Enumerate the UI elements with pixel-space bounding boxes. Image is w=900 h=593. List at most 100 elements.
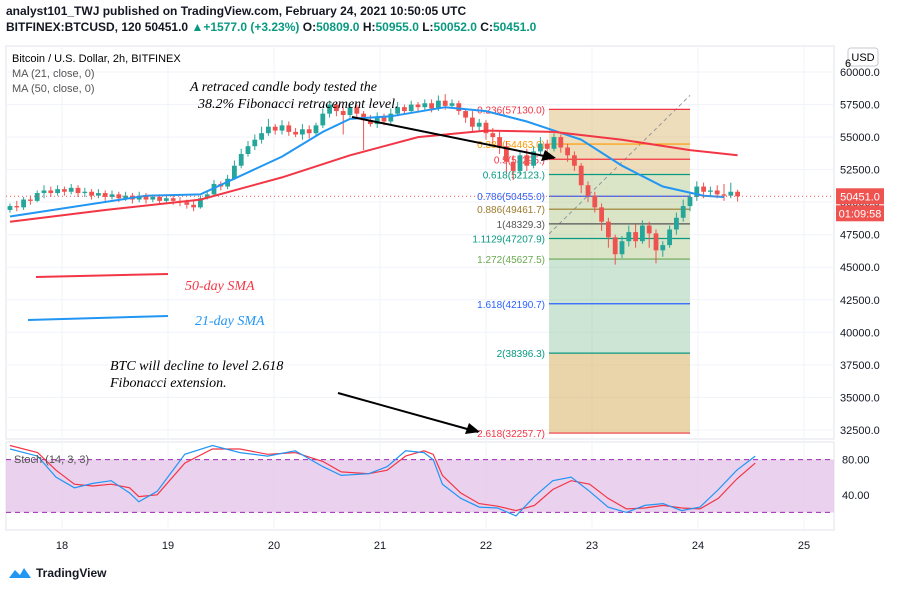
candle-body [334, 104, 339, 112]
candle-body [21, 199, 26, 208]
arrow-top [351, 116, 555, 159]
x-tick-label: 25 [798, 540, 810, 552]
candle-body [245, 146, 251, 155]
candle-body [374, 116, 380, 125]
candle-body [347, 107, 353, 115]
fib-level-label: 1(48329.3) [497, 220, 545, 231]
fib-level-label: 0.382(54463.0) [477, 140, 545, 151]
candle-body [191, 204, 196, 208]
candle-body [422, 103, 428, 108]
candle-body [456, 103, 462, 112]
annotation-bottom-line2: Fibonacci extension. [109, 376, 227, 391]
candle-body [578, 165, 584, 186]
y-tick-label: 40000.0 [840, 327, 880, 339]
candle-body [483, 122, 489, 134]
stoch-k-line [9, 444, 756, 517]
candle-body [157, 196, 162, 201]
x-tick-label: 20 [268, 540, 280, 552]
candle-body [531, 151, 536, 166]
fib-level-label: 0.236(57130.0) [477, 105, 545, 116]
candle-body [646, 225, 652, 234]
candle-body [82, 191, 88, 194]
last-price-value: 50451.0 [144, 20, 189, 34]
candle-body [633, 232, 638, 242]
candle-body [286, 125, 292, 132]
sma50-sample-line [35, 273, 169, 278]
currency-button[interactable] [847, 47, 879, 67]
candle-body [735, 191, 740, 197]
candle-body [701, 186, 706, 192]
y-tick-label: 32500.0 [840, 425, 880, 437]
candle-body [504, 146, 509, 162]
candle-body [300, 129, 305, 135]
stoch-tick-label: 80.00 [842, 455, 870, 467]
candle-body [497, 137, 502, 147]
candle-body [7, 206, 13, 210]
candle-body [694, 186, 700, 197]
currency-label: USD [851, 52, 874, 64]
candle-body [34, 193, 40, 201]
low-value: 50052.0 [433, 20, 477, 34]
fib-level-label: 0.786(50455.0) [477, 192, 545, 203]
x-tick-label: 19 [162, 540, 174, 552]
high-label: H: [362, 20, 376, 34]
candle-body [599, 207, 604, 222]
candle-body [585, 185, 591, 196]
open-label: O: [302, 20, 317, 34]
candle-body [660, 245, 666, 251]
countdown-tag [836, 205, 884, 222]
fib-level-label: 2.618(32257.7) [477, 429, 545, 440]
candle-body [272, 126, 278, 131]
candle-body [306, 129, 312, 134]
candle-body [714, 190, 720, 195]
ma50-line [9, 129, 738, 223]
candle-body [687, 196, 693, 207]
arrow-bottom [337, 392, 479, 433]
annotation-bottom-line1: BTC will decline to level 2.618 [110, 359, 283, 374]
candle-body [143, 195, 149, 200]
candle-body [55, 189, 60, 194]
candle-body [449, 103, 455, 106]
candle-body [327, 104, 332, 114]
candle-body [463, 111, 468, 118]
candle-body [626, 232, 632, 242]
change-value: ▲+1577.0 (+3.23%) [191, 20, 300, 34]
annotation-top-line2: 38.2% Fibonacci retracement level. [197, 97, 398, 112]
candle-body [551, 137, 557, 149]
candle-body [62, 189, 67, 192]
symbol-label: BITFINEX:BTCUSD, 120 [6, 20, 142, 34]
candle-body [442, 100, 448, 106]
candle-body [606, 221, 611, 238]
fib-zone-bottom [549, 353, 690, 434]
y-tick-label: 52500.0 [840, 165, 880, 177]
candle-body [436, 100, 441, 109]
candles [7, 94, 740, 265]
arrow-top-head [541, 150, 556, 161]
candle-body [252, 139, 258, 147]
candle-body [667, 229, 672, 246]
candle-body [96, 193, 101, 196]
tradingview-logo-icon [9, 568, 31, 578]
candle-body [721, 194, 727, 196]
sma50-label: 50-day SMA [185, 279, 255, 294]
y-tick-label: 60000.0 [840, 67, 880, 79]
moving-averages [6, 106, 834, 223]
symbol-ohlc-bar: BITFINEX:BTCUSD, 120 50451.0 ▲+1577.0 (+… [6, 20, 536, 34]
x-tick-label: 21 [374, 540, 386, 552]
candle-body [313, 125, 319, 134]
low-label: L: [422, 20, 434, 34]
fib-zone-lower [549, 259, 690, 354]
footer-brand[interactable]: TradingView [8, 566, 106, 580]
y-tick-label: 47500.0 [840, 230, 880, 242]
price-axis-top-partial: 6 [845, 58, 851, 70]
fib-level-label: 2(38396.3) [497, 349, 545, 360]
open-value: 50809.0 [316, 20, 360, 34]
candle-body [565, 147, 570, 156]
ma21-legend: MA (21, close, 0) [12, 68, 95, 80]
candle-body [361, 113, 366, 121]
candle-body [408, 104, 414, 112]
candle-body [123, 195, 128, 199]
candle-body [28, 199, 33, 201]
price-chart[interactable]: 0.236(57130.0)0.382(54463.0)0.5(53295.)0… [0, 40, 900, 560]
arrow-bottom-head [465, 423, 480, 434]
